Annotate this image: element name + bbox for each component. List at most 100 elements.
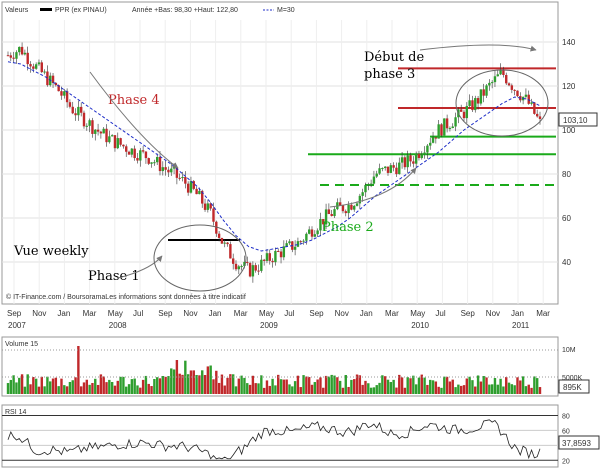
volume-bar xyxy=(502,386,505,394)
phase3-ellipse xyxy=(455,69,549,137)
volume-bar xyxy=(248,384,252,394)
price-tick-label: 60 xyxy=(562,214,571,223)
candle-body xyxy=(285,243,288,247)
candle-body xyxy=(451,126,454,129)
legend-swatch-price xyxy=(40,8,52,11)
volume-bar xyxy=(338,380,342,394)
candle-body xyxy=(20,46,24,55)
candle-body xyxy=(524,94,528,97)
candle-body xyxy=(60,91,63,96)
candle-body xyxy=(198,190,201,195)
volume-bar xyxy=(519,380,522,394)
volume-bar xyxy=(34,378,38,394)
volume-bar xyxy=(155,377,159,394)
candle-body xyxy=(215,221,218,234)
candle-body xyxy=(248,262,252,277)
volume-bar xyxy=(420,374,423,394)
volume-bar xyxy=(206,366,210,394)
candle-body xyxy=(440,124,443,136)
candle-body xyxy=(175,167,179,178)
volume-bar xyxy=(153,379,156,394)
volume-bar xyxy=(479,381,483,394)
candle-body xyxy=(395,167,398,175)
volume-bar xyxy=(437,386,440,394)
candle-body xyxy=(260,259,263,271)
candle-body xyxy=(322,219,325,225)
volume-bar xyxy=(110,381,114,394)
volume-bar xyxy=(147,383,150,394)
volume-bar xyxy=(277,374,280,394)
volume-bar xyxy=(406,377,409,394)
candle-body xyxy=(262,259,266,261)
month-tick-label: Sep xyxy=(461,309,476,318)
candle-body xyxy=(417,153,421,159)
candle-body xyxy=(344,211,347,214)
volume-bar xyxy=(327,376,331,394)
candle-body xyxy=(502,69,505,75)
volume-bar xyxy=(116,380,119,394)
candle-body xyxy=(364,185,367,193)
rsi-tick-label: 20 xyxy=(562,458,570,465)
volume-bar xyxy=(226,377,229,394)
volume-tick-label: 5000K xyxy=(562,375,583,382)
volume-bar xyxy=(291,386,294,394)
rsi-panel xyxy=(1,404,559,468)
year-tick-label: 2008 xyxy=(109,321,127,330)
volume-bar xyxy=(181,374,184,394)
candle-body xyxy=(471,100,474,111)
candle-body xyxy=(141,150,145,152)
volume-bar xyxy=(462,385,466,394)
volume-bar xyxy=(96,384,100,394)
candle-body xyxy=(82,112,86,127)
candle-body xyxy=(465,105,469,119)
volume-bar xyxy=(414,384,418,394)
candle-body xyxy=(400,157,404,163)
candle-body xyxy=(288,241,291,244)
candle-body xyxy=(167,169,170,173)
candle-body xyxy=(474,98,477,111)
candle-body xyxy=(243,261,246,267)
volume-bar xyxy=(535,378,539,394)
candle-body xyxy=(437,124,440,139)
candle-body xyxy=(96,129,100,132)
candle-body xyxy=(479,89,483,104)
legend-ma: M=30 xyxy=(277,7,295,14)
candle-body xyxy=(15,52,18,59)
volume-bar xyxy=(319,377,322,394)
rsi-badge: 37,8593 xyxy=(558,435,600,450)
candle-body xyxy=(414,153,418,164)
volume-bar xyxy=(91,383,94,394)
volume-bar xyxy=(51,378,55,394)
volume-bar xyxy=(417,377,421,394)
candle-body xyxy=(133,148,136,159)
volume-bar xyxy=(139,387,142,394)
volume-bar xyxy=(533,376,536,394)
volume-bar xyxy=(383,376,387,394)
candle-body xyxy=(296,241,300,247)
volume-bar xyxy=(63,385,66,394)
volume-bar xyxy=(423,377,426,394)
candle-body xyxy=(327,209,331,214)
candle-body xyxy=(158,156,162,172)
volume-bar xyxy=(372,387,376,394)
candle-body xyxy=(462,111,466,119)
annotation-vue-weekly: Vue weekly xyxy=(13,244,89,259)
volume-bar xyxy=(367,383,370,394)
volume-bar xyxy=(296,375,300,394)
candle-body xyxy=(445,118,449,129)
candle-body xyxy=(459,109,463,112)
volume-bar xyxy=(254,383,257,394)
candle-body xyxy=(54,82,58,86)
year-tick-label: 2009 xyxy=(260,321,278,330)
candle-body xyxy=(510,85,514,90)
volume-bar xyxy=(333,375,336,394)
volume-bar xyxy=(369,387,373,394)
candle-body xyxy=(271,260,274,263)
price-badge: 103,10 xyxy=(558,112,598,127)
volume-bar xyxy=(265,380,269,394)
volume-bar xyxy=(246,383,249,394)
candle-body xyxy=(383,166,387,169)
volume-bar xyxy=(358,375,362,394)
volume-bar xyxy=(288,384,291,394)
candle-body xyxy=(99,131,103,134)
